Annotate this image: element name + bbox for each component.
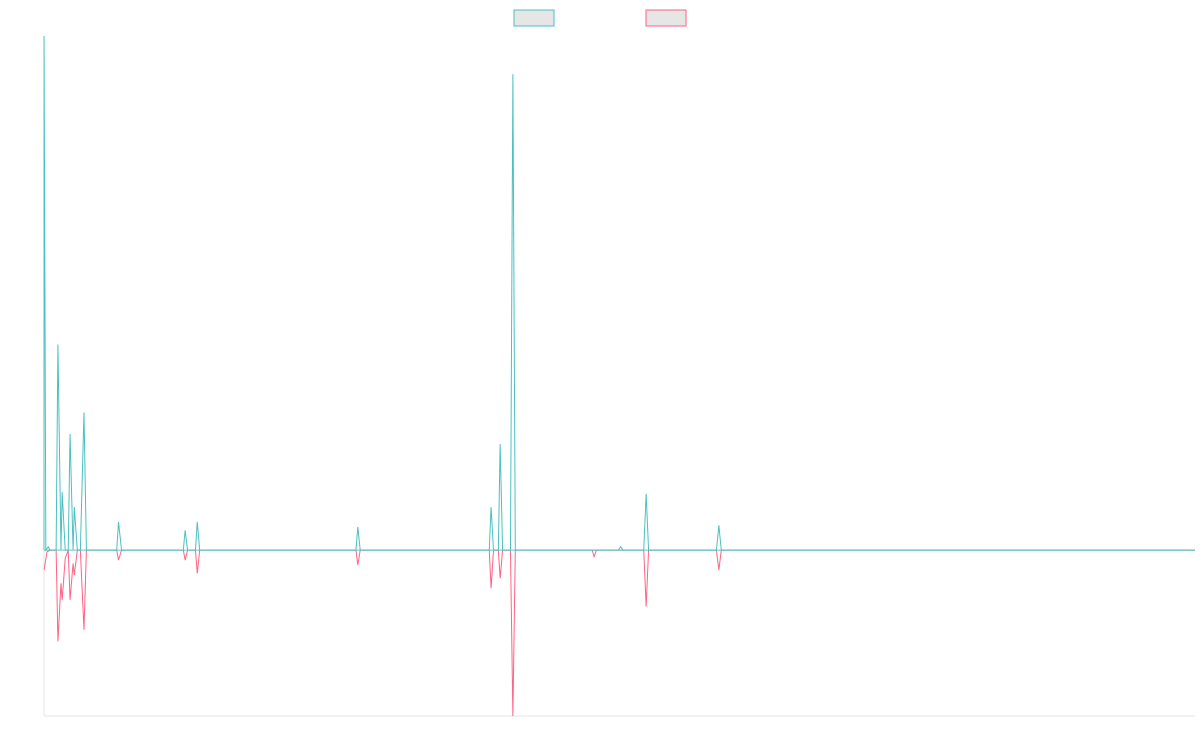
legend-swatch-1[interactable] (513, 9, 555, 27)
legend-swatch-2[interactable] (645, 9, 687, 27)
axes (43, 36, 1195, 717)
series-line-1 (43, 35, 1195, 552)
series-layer (43, 35, 1195, 717)
legend[interactable] (513, 9, 687, 27)
series-line-2 (43, 549, 1195, 717)
